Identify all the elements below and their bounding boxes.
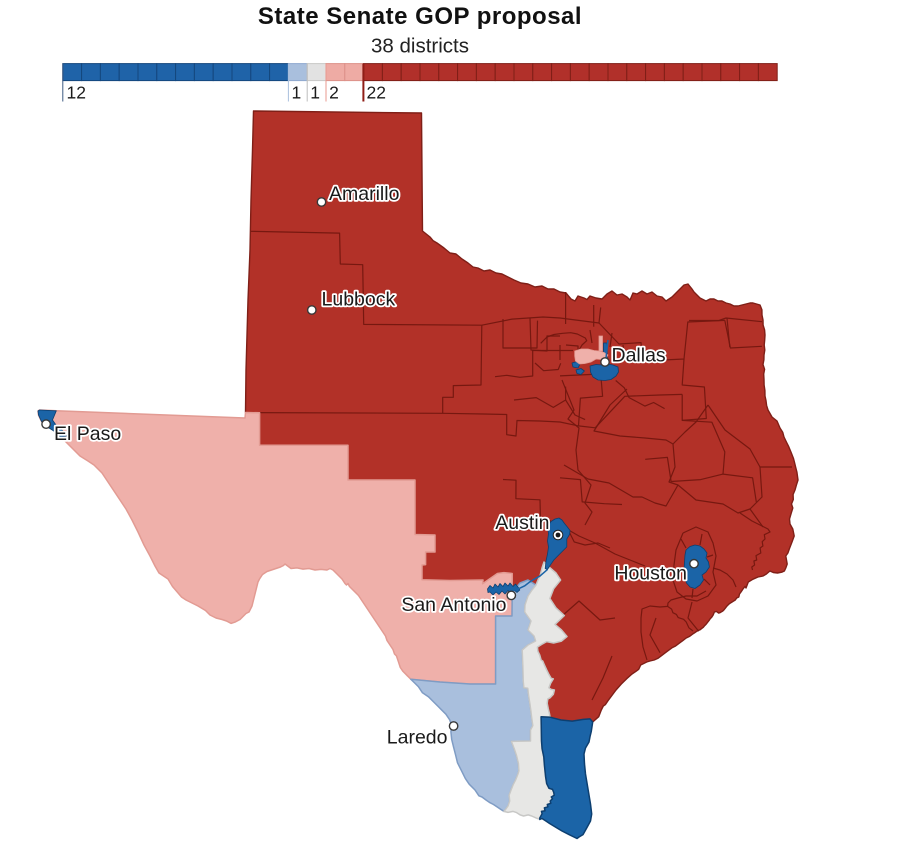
svg-text:1: 1 — [310, 83, 320, 103]
svg-text:2: 2 — [329, 83, 339, 103]
svg-text:Houston: Houston — [614, 563, 687, 585]
svg-text:Dallas: Dallas — [612, 345, 666, 367]
svg-text:Amarillo: Amarillo — [329, 183, 400, 205]
svg-text:El Paso: El Paso — [54, 423, 121, 445]
svg-text:State Senate GOP proposal: State Senate GOP proposal — [258, 3, 582, 30]
svg-text:Lubbock: Lubbock — [322, 289, 396, 311]
svg-text:1: 1 — [292, 83, 302, 103]
svg-text:Austin: Austin — [495, 512, 549, 534]
svg-text:San Antonio: San Antonio — [401, 594, 506, 616]
svg-text:38 districts: 38 districts — [371, 35, 469, 58]
svg-text:12: 12 — [67, 83, 86, 103]
svg-text:Laredo: Laredo — [387, 727, 448, 749]
svg-text:22: 22 — [367, 83, 386, 103]
